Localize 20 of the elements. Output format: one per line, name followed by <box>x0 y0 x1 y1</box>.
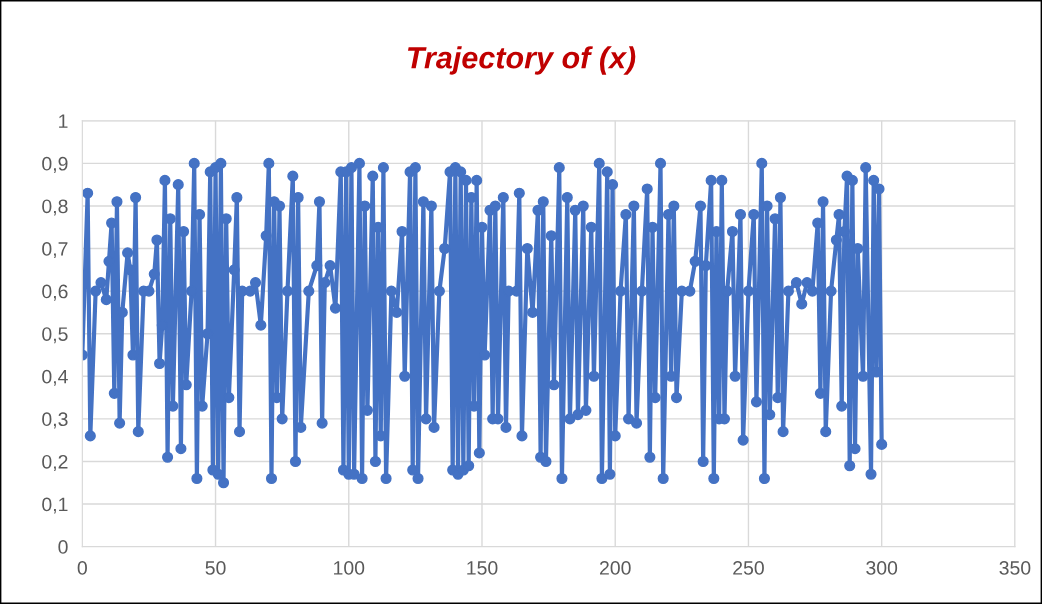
y-tick-label: 1 <box>59 114 68 128</box>
y-tick-label: 0,1 <box>42 497 68 514</box>
chart-title: Trajectory of (x) <box>407 46 636 75</box>
y-tick-label: 0 <box>58 540 68 554</box>
x-tick-label: 100 <box>334 561 365 575</box>
y-tick-label: 0,4 <box>42 369 68 386</box>
y-tick-label: 0,2 <box>42 454 68 471</box>
x-tick-label: 50 <box>205 561 226 575</box>
y-tick-label: 0,7 <box>42 242 68 259</box>
x-tick-label: 350 <box>999 561 1031 575</box>
x-tick-label: 200 <box>599 561 631 575</box>
y-tick-label: 0,5 <box>42 327 68 344</box>
x-tick-label: 150 <box>467 561 498 575</box>
x-tick-label: 250 <box>733 561 764 575</box>
y-tick-label: 0,3 <box>42 412 68 429</box>
x-tick-label: 300 <box>866 561 898 575</box>
x-tick-label: 0 <box>77 561 87 575</box>
y-tick-label: 0,9 <box>42 156 68 173</box>
y-tick-label: 0,6 <box>42 284 68 301</box>
y-tick-label: 0,8 <box>42 199 68 216</box>
